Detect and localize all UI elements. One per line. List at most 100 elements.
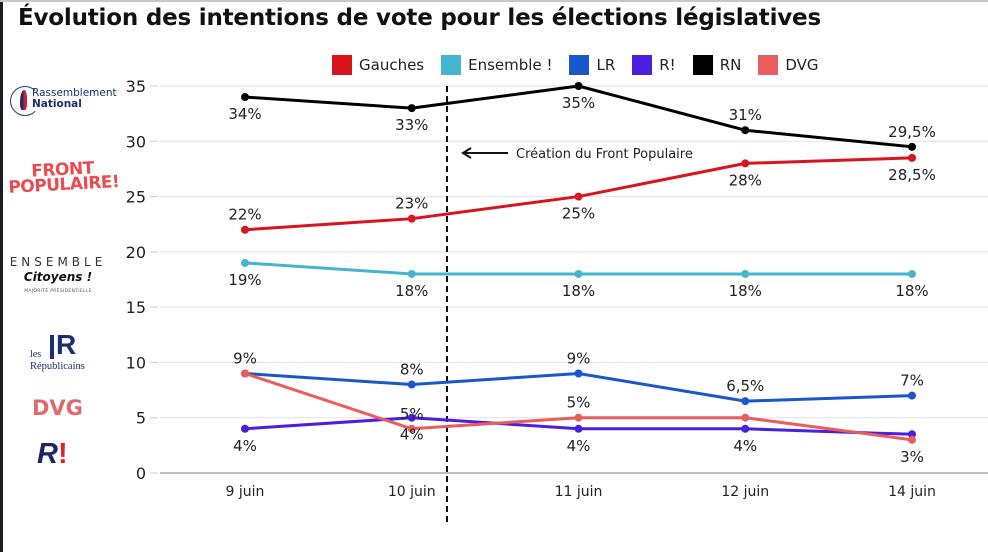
data-point-r-10-juin bbox=[407, 413, 416, 422]
data-label-lr-14-juin: 7% bbox=[900, 372, 924, 390]
legend-label-lr: LR bbox=[596, 56, 616, 74]
xtick-label-12-juin: 12 juin bbox=[721, 484, 769, 500]
data-label-gauches-12-juin: 28% bbox=[729, 171, 762, 189]
data-label-gauches-9-juin: 22% bbox=[228, 206, 261, 224]
rn-flame-icon bbox=[20, 90, 27, 110]
data-label-rn-10-juin: 33% bbox=[395, 116, 428, 134]
data-label-r-12-juin: 4% bbox=[733, 437, 757, 455]
data-point-dvg-10-juin bbox=[407, 424, 416, 433]
legend-swatch-lr bbox=[569, 55, 590, 75]
ytick-label-30: 30 bbox=[126, 132, 146, 151]
legend-label-dvg: DVG bbox=[785, 56, 819, 74]
ytick-label-35: 35 bbox=[126, 77, 146, 96]
dvg-logo: DVG bbox=[32, 396, 83, 420]
ytick-label-15: 15 bbox=[126, 298, 146, 317]
annotation-arrow-head-icon bbox=[461, 147, 472, 159]
data-point-dvg-12-juin bbox=[741, 413, 750, 422]
ytick-label-5: 5 bbox=[136, 409, 146, 428]
data-label-ensemble-9-juin: 19% bbox=[228, 271, 261, 289]
rn-logo-text: Rassemblement National bbox=[32, 88, 117, 110]
data-point-ensemble-10-juin bbox=[407, 269, 416, 278]
data-label-r-11-juin: 4% bbox=[567, 437, 591, 455]
data-point-lr-10-juin bbox=[407, 380, 416, 389]
data-label-gauches-14-juin: 28,5% bbox=[888, 166, 936, 184]
data-label-r-9-juin: 4% bbox=[233, 437, 257, 455]
xtick-label-10-juin: 10 juin bbox=[388, 484, 436, 500]
data-point-rn-14-juin bbox=[908, 142, 916, 151]
legend-item-r: R! bbox=[632, 55, 676, 75]
legend-swatch-dvg bbox=[758, 55, 779, 75]
lr-logo-bar bbox=[50, 335, 54, 359]
data-point-gauches-9-juin bbox=[241, 225, 249, 234]
legend-swatch-ensemble bbox=[441, 55, 462, 75]
data-label-rn-9-juin: 34% bbox=[228, 105, 261, 123]
lr-logo-mark: les R bbox=[30, 329, 95, 361]
rn-logo: Rassemblement National bbox=[10, 86, 120, 118]
legend-swatch-rn bbox=[692, 55, 713, 75]
data-point-dvg-11-juin bbox=[574, 413, 583, 422]
legend-item-gauches: Gauches bbox=[332, 55, 424, 75]
lr-logo: les R Républicains bbox=[30, 329, 95, 372]
ens-logo-line2: Citoyens ! bbox=[23, 270, 93, 284]
data-label-lr-12-juin: 6,5% bbox=[726, 377, 764, 395]
data-label-ensemble-14-juin: 18% bbox=[895, 282, 928, 300]
data-point-lr-12-juin bbox=[741, 397, 750, 406]
ensemble-logo: ENSEMBLE Citoyens ! MAJORITÉ PRÉSIDENTIE… bbox=[8, 255, 108, 294]
window-top-edge bbox=[0, 0, 988, 2]
xtick-label-9-juin: 9 juin bbox=[226, 484, 265, 500]
legend-swatch-gauches bbox=[332, 55, 352, 75]
rn-logo-line1: Rassemblement bbox=[32, 87, 117, 99]
rn-logo-line2: National bbox=[32, 98, 82, 110]
data-label-lr-11-juin: 9% bbox=[567, 349, 591, 367]
data-label-rn-12-juin: 31% bbox=[729, 106, 762, 124]
data-point-rn-10-juin bbox=[407, 104, 416, 113]
reconquete-logo-r: R bbox=[37, 438, 58, 470]
lr-logo-r: R bbox=[56, 329, 77, 360]
data-label-ensemble-10-juin: 18% bbox=[395, 282, 428, 300]
legend-item-lr: LR bbox=[569, 55, 615, 75]
data-point-gauches-11-juin bbox=[574, 192, 583, 201]
data-label-r-10-juin: 4% bbox=[400, 426, 424, 444]
ytick-label-25: 25 bbox=[126, 188, 146, 207]
data-point-rn-9-juin bbox=[241, 93, 249, 102]
ens-logo-line3: MAJORITÉ PRÉSIDENTIELLE bbox=[24, 289, 92, 294]
data-point-rn-11-juin bbox=[574, 82, 583, 90]
data-point-r-9-juin bbox=[241, 424, 249, 433]
ytick-label-10: 10 bbox=[126, 353, 146, 372]
xtick-label-14-juin: 14 juin bbox=[888, 484, 936, 500]
data-point-gauches-14-juin bbox=[908, 153, 916, 162]
lr-logo-les: les bbox=[30, 349, 42, 360]
data-point-lr-14-juin bbox=[908, 391, 916, 400]
ens-logo-line1: ENSEMBLE bbox=[9, 255, 107, 269]
data-point-r-14-juin bbox=[908, 430, 916, 439]
data-label-dvg-14-juin: 3% bbox=[900, 448, 924, 466]
legend-label-ensemble: Ensemble ! bbox=[468, 56, 553, 74]
ytick-label-0: 0 bbox=[136, 464, 146, 483]
data-label-ensemble-11-juin: 18% bbox=[562, 282, 595, 300]
lr-logo-text: Républicains bbox=[30, 361, 85, 372]
data-point-ensemble-14-juin bbox=[908, 269, 916, 278]
legend-label-gauches: Gauches bbox=[359, 56, 425, 74]
reconquete-logo: R! bbox=[37, 438, 68, 470]
legend-item-ensemble: Ensemble ! bbox=[441, 55, 552, 75]
legend-swatch-r bbox=[632, 55, 653, 75]
data-point-ensemble-9-juin bbox=[241, 258, 249, 267]
data-point-gauches-12-juin bbox=[741, 159, 750, 168]
xtick-label-11-juin: 11 juin bbox=[555, 484, 603, 500]
data-label-rn-14-juin: 29,5% bbox=[888, 123, 936, 141]
legend: Gauches Ensemble ! LR R! RN DVG bbox=[332, 55, 836, 75]
data-point-ensemble-11-juin bbox=[574, 269, 583, 278]
data-point-dvg-14-juin bbox=[908, 435, 916, 444]
data-label-gauches-11-juin: 25% bbox=[562, 205, 595, 223]
legend-label-rn: RN bbox=[719, 56, 742, 74]
data-label-lr-10-juin: 8% bbox=[400, 361, 424, 379]
data-label-dvg-10-juin: 5% bbox=[400, 405, 424, 423]
data-label-ensemble-12-juin: 18% bbox=[729, 282, 762, 300]
data-label-rn-11-juin: 35% bbox=[562, 94, 595, 112]
rn-logo-circle bbox=[10, 86, 40, 116]
chart-title: Évolution des intentions de vote pour le… bbox=[18, 5, 821, 31]
legend-item-rn: RN bbox=[692, 55, 742, 75]
window-left-edge bbox=[0, 0, 3, 552]
data-point-rn-12-juin bbox=[741, 126, 750, 135]
